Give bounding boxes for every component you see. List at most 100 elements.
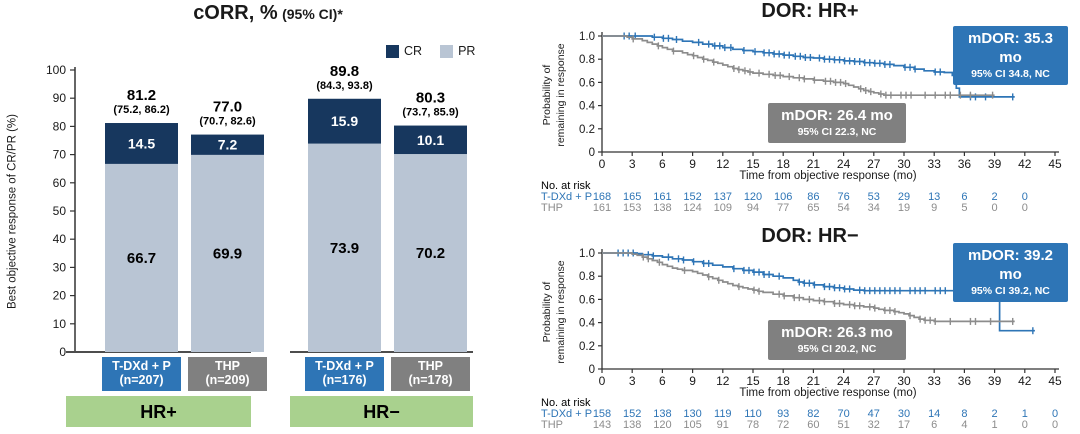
arm-label: THP (n=209) <box>205 359 249 387</box>
x-tick-label: 36 <box>958 157 972 171</box>
x-tick-label: 21 <box>807 374 821 388</box>
x-tick-label: 15 <box>746 157 760 171</box>
at-risk-value: 161 <box>593 202 611 214</box>
km-title: DOR: HR− <box>761 225 859 247</box>
mdor-ci: 95% CI 39.2, NC <box>971 284 1050 297</box>
pr-value-label: 69.9 <box>213 245 242 262</box>
x-tick-label: 12 <box>716 157 730 171</box>
y-tick-label: 0.8 <box>579 271 595 283</box>
at-risk-value: 120 <box>744 191 762 203</box>
x-tick-label: 39 <box>988 157 1002 171</box>
at-risk-value: 138 <box>653 202 671 214</box>
at-risk-value: 9 <box>931 202 937 214</box>
at-risk-value: 29 <box>898 191 910 203</box>
x-tick-label: 33 <box>928 157 942 171</box>
at-risk-value: 82 <box>807 408 819 420</box>
pr-legend-label: PR <box>458 44 476 58</box>
at-risk-value: 76 <box>837 191 849 203</box>
bar-segment-cr <box>394 125 467 155</box>
mdor-value: mDOR: 39.2 mo <box>967 247 1054 283</box>
x-tick-label: 42 <box>1018 157 1032 171</box>
at-risk-value: 30 <box>898 408 910 420</box>
at-risk-value: 0 <box>1022 191 1028 203</box>
bar-chart-title-sub: (95% CI)* <box>282 6 343 22</box>
arm-label: T-DXd + P (n=207) <box>112 359 171 387</box>
at-risk-value: 138 <box>653 408 671 420</box>
bar-chart-title-main: cORR, % <box>193 2 278 24</box>
at-risk-value: 60 <box>807 419 819 431</box>
cr-value-label: 15.9 <box>331 113 358 129</box>
x-tick-label: 3 <box>629 157 636 171</box>
km-plot-hr-positive: DOR: HR+ Probability of remaining in res… <box>540 0 1080 217</box>
x-tick-label: 15 <box>746 374 760 388</box>
at-risk-value: 109 <box>714 202 732 214</box>
arm-label-box <box>188 357 267 391</box>
at-risk-value: 34 <box>868 202 880 214</box>
at-risk-value: 91 <box>717 419 729 431</box>
at-risk-value: 6 <box>931 419 937 431</box>
y-tick-label: 0 <box>589 364 595 376</box>
x-tick-label: 21 <box>807 157 821 171</box>
km-curve-thp <box>602 35 995 97</box>
km-x-axis-label: Time from objective response (mo) <box>739 170 917 182</box>
bar-segment-pr <box>191 154 264 352</box>
x-tick-label: 30 <box>897 374 911 388</box>
at-risk-value: 6 <box>961 191 967 203</box>
x-tick-label: 0 <box>599 374 606 388</box>
mdor-value: mDOR: 26.3 mo <box>781 324 893 341</box>
mdor-annotation-thp: mDOR: 26.4 mo 95% CI 22.3, NC <box>768 103 906 143</box>
at-risk-value: 51 <box>837 419 849 431</box>
pr-value-label: 70.2 <box>416 245 445 262</box>
at-risk-value: 0 <box>1022 419 1028 431</box>
x-tick-label: 42 <box>1018 374 1032 388</box>
pr-value-label: 66.7 <box>127 250 156 267</box>
bar-total-label: 77.0 <box>213 99 242 116</box>
at-risk-value: 0 <box>992 202 998 214</box>
cr-value-label: 14.5 <box>128 135 155 151</box>
y-tick-label: 10 <box>53 317 67 331</box>
x-tick-label: 9 <box>689 374 696 388</box>
x-tick-label: 0 <box>599 157 606 171</box>
x-tick-label: 3 <box>629 374 636 388</box>
x-tick-label: 45 <box>1048 157 1062 171</box>
bar-ci-label: (75.2, 86.2) <box>113 104 170 116</box>
mdor-value: mDOR: 35.3 mo <box>967 30 1054 66</box>
bar-segment-pr <box>394 154 467 352</box>
x-tick-label: 36 <box>958 374 972 388</box>
at-risk-value: 94 <box>747 202 759 214</box>
km-curve-thp <box>602 252 1015 323</box>
bar-total-label: 80.3 <box>416 90 445 107</box>
at-risk-value: 0 <box>1052 408 1058 420</box>
at-risk-value: 152 <box>623 408 641 420</box>
at-risk-value: 153 <box>623 202 641 214</box>
x-tick-label: 9 <box>689 157 696 171</box>
at-risk-value: 2 <box>992 191 998 203</box>
at-risk-value: 124 <box>683 202 701 214</box>
at-risk-value: 143 <box>593 419 611 431</box>
x-tick-label: 18 <box>777 157 791 171</box>
corr-bar-chart-panel: cORR, % (95% CI)* CR PR Best objective r… <box>7 2 476 427</box>
at-risk-row-label-tdxd: T-DXd + P <box>541 408 593 420</box>
y-tick-label: 0.6 <box>579 294 595 306</box>
cr-legend-swatch <box>386 44 399 58</box>
at-risk-value: 105 <box>683 419 701 431</box>
y-tick-label: 100 <box>46 63 66 77</box>
bar-ci-label: (84.3, 93.8) <box>316 80 373 92</box>
x-tick-label: 12 <box>716 374 730 388</box>
at-risk-value: 152 <box>683 191 701 203</box>
km-x-axis-label: Time from objective response (mo) <box>739 387 917 399</box>
km-curve-tdxd <box>602 252 1035 332</box>
y-tick-label: 0.6 <box>579 77 595 89</box>
x-tick-label: 30 <box>897 157 911 171</box>
y-tick-label: 60 <box>53 176 67 190</box>
cr-legend-label: CR <box>404 44 423 58</box>
at-risk-value: 106 <box>774 191 792 203</box>
y-tick-label: 1.0 <box>579 31 595 43</box>
x-tick-label: 27 <box>867 374 881 388</box>
group-banner-label: HR+ <box>140 402 177 422</box>
bar-segment-cr <box>105 123 178 164</box>
y-tick-label: 70 <box>53 148 67 162</box>
group-banner-label: HR− <box>363 402 400 422</box>
at-risk-value: 165 <box>623 191 641 203</box>
bar-chart-plot: 0 10 20 30 40 50 60 70 80 90 100 81.2(75.2, 86.2) 14… <box>46 63 473 427</box>
